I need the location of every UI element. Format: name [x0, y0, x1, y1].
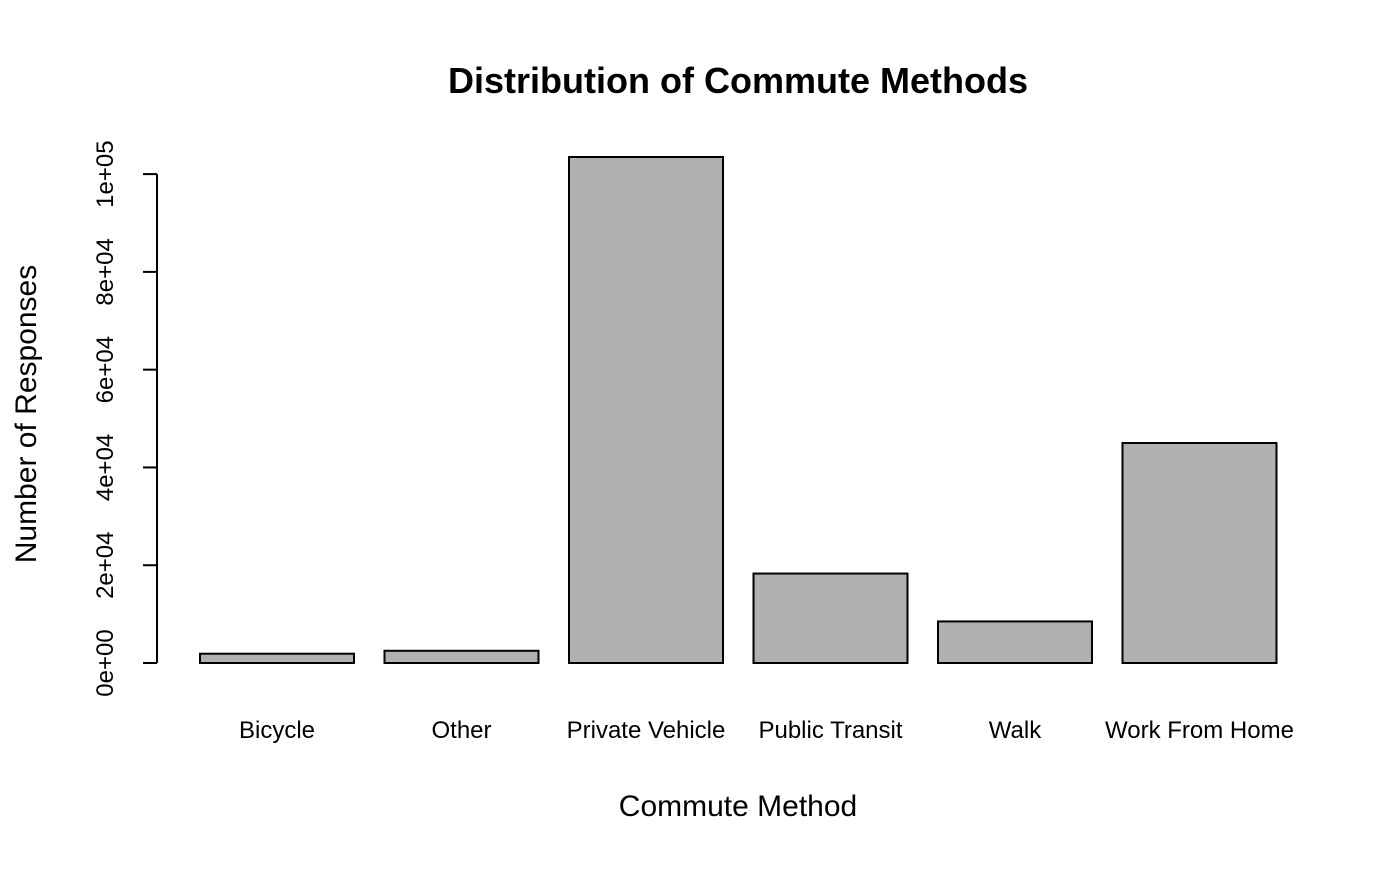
y-tick-label: 4e+04	[92, 434, 119, 501]
bar-public-transit	[752, 572, 909, 664]
bar-private-vehicle	[568, 156, 724, 664]
x-tick-label: Private Vehicle	[567, 717, 726, 744]
y-axis-title: Number of Responses	[10, 265, 43, 563]
y-tick-label: 0e+00	[92, 629, 119, 696]
y-axis: 0e+00 2e+04 4e+04 6e+04 8e+04 1e+05	[92, 140, 158, 697]
y-tick-label: 2e+04	[92, 532, 119, 599]
y-tick-label: 8e+04	[92, 238, 119, 305]
bars	[199, 156, 1278, 665]
bar-walk	[937, 620, 1093, 665]
x-tick-label: Public Transit	[758, 717, 902, 744]
chart-title: Distribution of Commute Methods	[448, 60, 1028, 101]
x-axis-title: Commute Method	[619, 790, 857, 823]
x-tick-label: Other	[431, 717, 491, 744]
x-axis-labels: Bicycle Other Private Vehicle Public Transi…	[239, 717, 1294, 744]
x-tick-label: Work From Home	[1105, 717, 1294, 744]
bar-bicycle	[199, 652, 355, 665]
y-tick-label: 1e+05	[92, 140, 119, 207]
bar-work-from-home	[1121, 442, 1278, 664]
bar-other	[383, 649, 540, 664]
x-tick-label: Walk	[989, 717, 1042, 744]
y-tick-label: 6e+04	[92, 336, 119, 403]
x-tick-label: Bicycle	[239, 717, 315, 744]
